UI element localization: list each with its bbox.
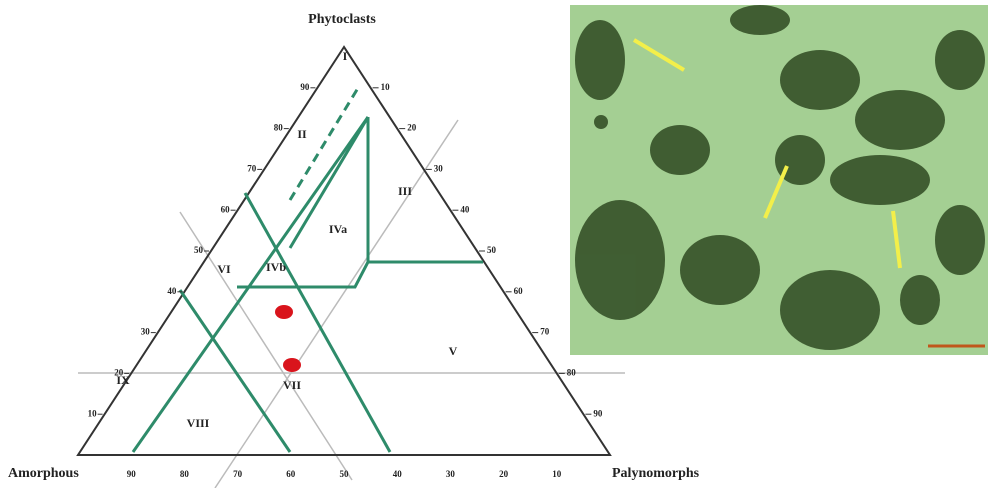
right-label: Palynomorphs (612, 466, 700, 481)
apex-label: Phytoclasts (308, 12, 376, 27)
field-label: VIII (187, 416, 210, 430)
left-tick-label: 60 (221, 204, 231, 214)
left-tick-label: 90 (300, 82, 310, 92)
bottom-tick-label: 50 (340, 469, 350, 479)
field-label: IX (116, 373, 130, 387)
micrograph (570, 5, 988, 355)
sample-point (275, 305, 293, 319)
right-tick-label: 30 (434, 163, 444, 173)
left-tick-label: 50 (194, 245, 204, 255)
field-label: II (297, 127, 307, 141)
left-tick-label: 10 (88, 408, 98, 418)
field-label: V (449, 344, 458, 358)
left-tick-label: 40 (167, 286, 177, 296)
left-tick-label: 30 (141, 327, 151, 337)
sample-point (283, 358, 301, 372)
field-label: I (343, 49, 348, 63)
right-tick-label: 90 (593, 408, 603, 418)
bottom-tick-label: 40 (393, 469, 403, 479)
bottom-tick-label: 20 (499, 469, 509, 479)
right-tick-label: 20 (407, 123, 417, 133)
bottom-tick-label: 70 (233, 469, 243, 479)
bottom-tick-label: 80 (180, 469, 190, 479)
field-label: III (398, 184, 412, 198)
bottom-tick-label: 90 (127, 469, 137, 479)
field-boundaries (133, 88, 483, 452)
bottom-tick-label: 60 (286, 469, 296, 479)
right-tick-label: 70 (540, 327, 550, 337)
bottom-tick-label: 30 (446, 469, 456, 479)
field-label: VI (217, 262, 231, 276)
tick-labels: 90 80 70 60 50 40 30 20 10 10 20 30 40 50 60 70 80 90 90 80… (88, 82, 603, 479)
right-tick-label: 60 (514, 286, 524, 296)
bottom-tick-label: 10 (552, 469, 562, 479)
guide-line (215, 120, 458, 488)
right-tick-label: 10 (381, 82, 391, 92)
field-label: VII (283, 378, 301, 392)
left-label: Amorphous (8, 466, 79, 481)
right-tick-label: 50 (487, 245, 497, 255)
left-tick-label: 80 (274, 123, 284, 133)
field-label: IVb (266, 260, 286, 274)
right-tick-label: 40 (460, 204, 470, 214)
left-tick-label: 70 (247, 163, 257, 173)
figure: Phytoclasts Amorphous Palynomorphs 90 80 7… (0, 0, 988, 488)
field-label: IVa (329, 222, 347, 236)
right-tick-label: 80 (567, 367, 577, 377)
